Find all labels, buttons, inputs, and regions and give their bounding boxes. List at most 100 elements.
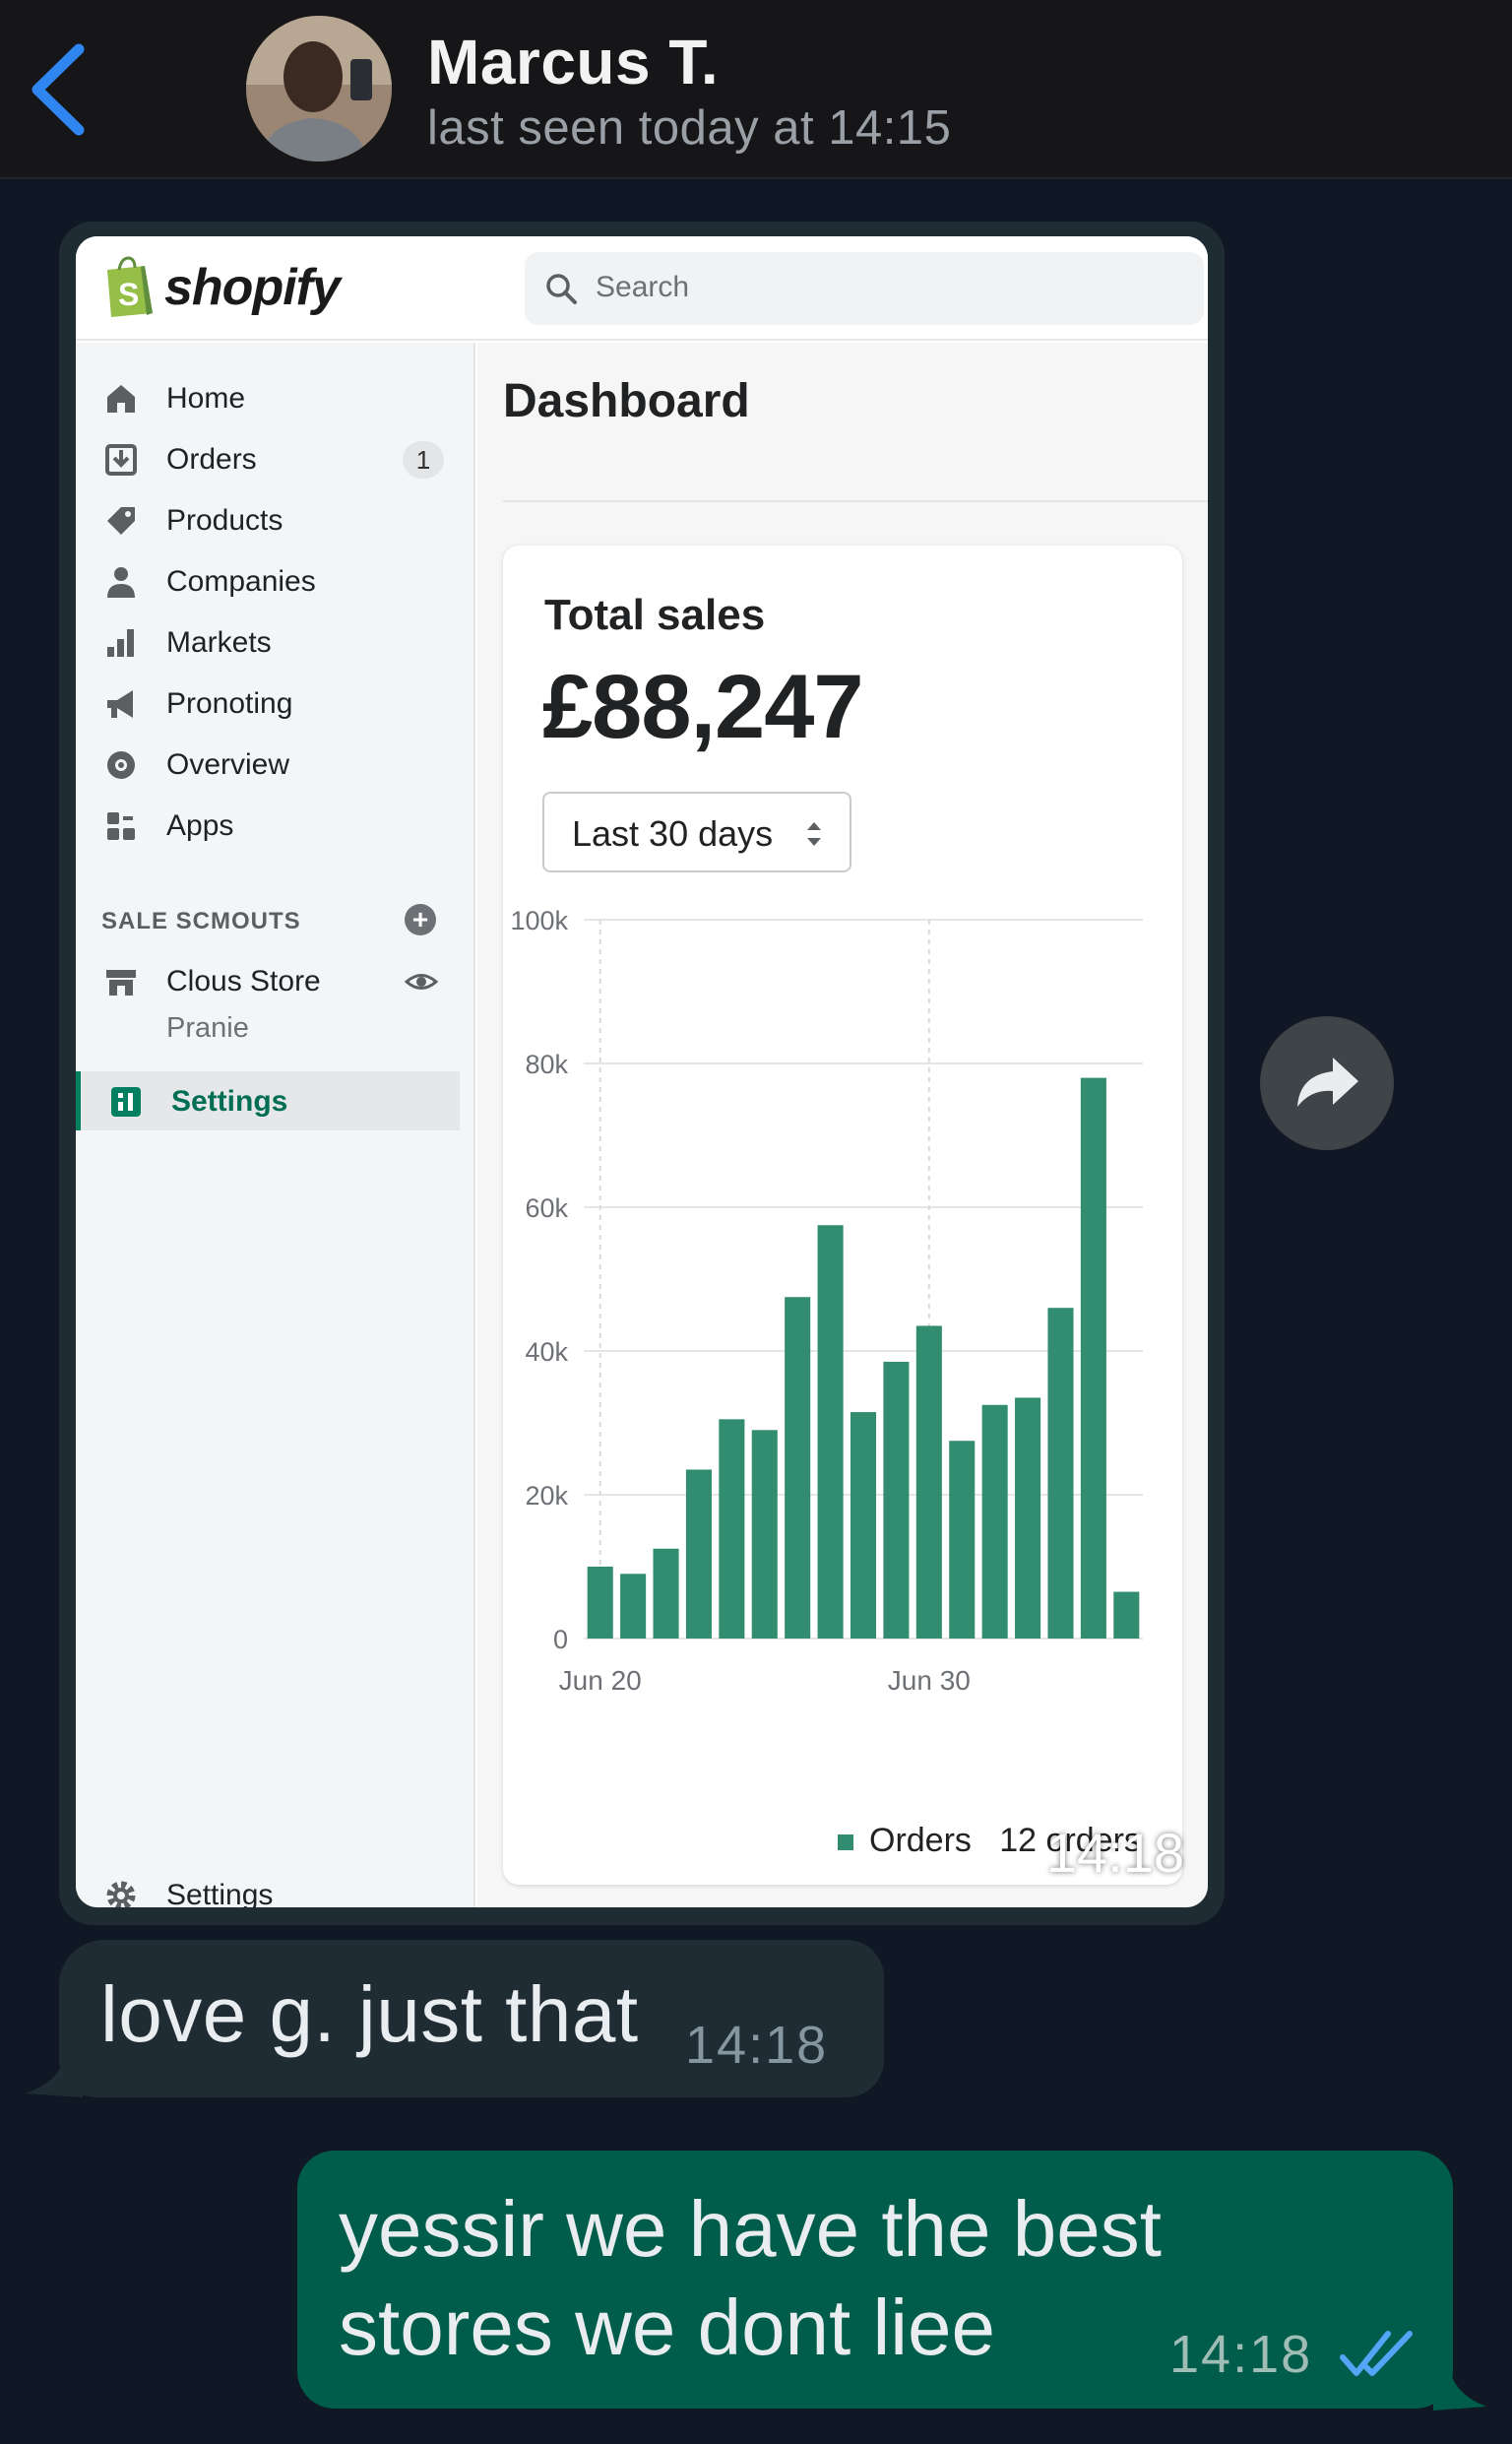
page-title: Dashboard: [503, 375, 750, 427]
x-tick-label: Jun 30: [888, 1665, 971, 1696]
y-tick-label: 0: [553, 1625, 568, 1654]
chart-bar[interactable]: [587, 1567, 613, 1639]
search-placeholder: Search: [596, 271, 690, 303]
incoming-message-text: love g. just that: [100, 1970, 639, 2058]
nav-label: Products: [166, 504, 284, 537]
outgoing-message-bubble[interactable]: yessir we have the best stores we dont l…: [297, 2151, 1453, 2409]
nav-item-markets[interactable]: Markets: [76, 612, 475, 672]
shopify-wordmark: shopify: [164, 259, 341, 316]
incoming-message-time: 14:18: [685, 2016, 829, 2075]
chart-bar[interactable]: [981, 1404, 1008, 1639]
nav-label: Orders: [166, 443, 257, 476]
y-tick-label: 80k: [525, 1050, 568, 1079]
chat-header: Marcus T. last seen today at 14:15: [0, 0, 1512, 179]
home-icon: [107, 385, 135, 413]
apps-icon: [107, 812, 135, 840]
gear-icon: [106, 1881, 136, 1907]
image-message-time: 14:18: [1045, 1822, 1184, 1884]
shopify-topbar: S shopify Search: [76, 236, 1208, 341]
legend-count: 12 orders: [999, 1822, 1141, 1859]
chart-bar[interactable]: [620, 1574, 647, 1639]
incoming-message-bubble[interactable]: love g. just that 14:18: [59, 1940, 884, 2097]
last-seen-status: last seen today at 14:15: [427, 101, 952, 155]
total-sales-value: £88,247: [542, 657, 864, 757]
nav-item-products[interactable]: Products: [76, 490, 475, 549]
orders-icon: [105, 444, 137, 476]
nav-label: Overview: [166, 748, 290, 781]
nav-label: Home: [166, 382, 246, 415]
outgoing-message-text: yessir we have the best stores we dont l…: [339, 2185, 1162, 2371]
outgoing-message-time: 14:18: [1169, 2325, 1313, 2384]
divider: [503, 500, 1208, 502]
bar-chart-icon: [107, 629, 134, 657]
nav-subitem[interactable]: Pranie: [166, 1012, 249, 1044]
nav-label: Settings: [171, 1085, 288, 1118]
nav-label: Settings: [166, 1879, 274, 1907]
eye-icon[interactable]: [405, 965, 438, 998]
add-channel-icon[interactable]: +: [405, 904, 436, 935]
gear-badge-icon: [107, 751, 135, 779]
svg-text:S: S: [118, 277, 139, 312]
chart-bar[interactable]: [685, 1469, 712, 1639]
chart-bar[interactable]: [1015, 1397, 1041, 1639]
date-range-select[interactable]: Last 30 days: [542, 792, 851, 872]
chevron-left-icon[interactable]: [26, 41, 94, 138]
chat-area: S shopify Search Home O: [0, 181, 1512, 2444]
search-icon: [546, 274, 577, 304]
total-sales-card: Total sales £88,247 Last 30 days 0 20k 40k…: [503, 546, 1182, 1885]
select-arrows-icon: [807, 822, 821, 846]
date-range-value: Last 30 days: [572, 813, 774, 854]
shopify-main: Dashboard Total sales £88,247 Last 30 da…: [477, 343, 1208, 1907]
nav-item-settings[interactable]: Settings: [76, 1865, 475, 1907]
nav-item-settings-active[interactable]: Settings: [76, 1071, 460, 1130]
nav-item-orders[interactable]: Orders 1: [76, 429, 475, 488]
nav-label: Apps: [166, 809, 234, 842]
chart-bar[interactable]: [817, 1225, 844, 1639]
nav-label: Clous Store: [166, 965, 321, 997]
contact-name[interactable]: Marcus T.: [427, 27, 720, 97]
y-tick-label: 60k: [525, 1193, 568, 1223]
chart-bar[interactable]: [883, 1361, 910, 1639]
y-tick-label: 40k: [525, 1337, 568, 1367]
chart-bar[interactable]: [1047, 1308, 1074, 1639]
nav-item-online-store[interactable]: Clous Store: [76, 951, 475, 1010]
shopify-screenshot[interactable]: S shopify Search Home O: [76, 236, 1208, 1907]
double-check-icon: [1340, 2331, 1413, 2376]
storefront-icon: [106, 970, 136, 996]
forward-arrow-icon: [1297, 1058, 1358, 1107]
person-icon: [107, 567, 135, 598]
chart-bar[interactable]: [653, 1548, 679, 1639]
nav-item-promoting[interactable]: Pronoting: [76, 674, 475, 733]
chart-bar[interactable]: [719, 1419, 745, 1639]
tag-icon: [107, 507, 135, 535]
megaphone-icon: [107, 690, 133, 718]
y-tick-label: 20k: [525, 1481, 568, 1511]
settings-app-icon: [111, 1087, 141, 1117]
nav-item-apps[interactable]: Apps: [76, 796, 475, 855]
nav-item-companies[interactable]: Companies: [76, 551, 475, 611]
image-message-bubble[interactable]: S shopify Search Home O: [59, 222, 1225, 1925]
nav-label: Markets: [166, 626, 272, 659]
chart-bar[interactable]: [949, 1441, 976, 1639]
y-tick-label: 100k: [510, 906, 568, 935]
avatar[interactable]: [246, 16, 392, 161]
chart-bar[interactable]: [785, 1297, 811, 1639]
shopify-search-bar[interactable]: Search: [525, 252, 1204, 325]
chart-bar[interactable]: [751, 1430, 778, 1639]
chart-bar[interactable]: [1080, 1077, 1106, 1639]
chart-bar[interactable]: [915, 1325, 942, 1639]
nav-item-overview[interactable]: Overview: [76, 735, 475, 794]
x-tick-label: Jun 20: [559, 1665, 642, 1696]
nav-label: Pronoting: [166, 687, 293, 720]
legend-swatch: [838, 1834, 853, 1851]
chart-bar[interactable]: [1113, 1591, 1140, 1639]
forward-button[interactable]: [1260, 1016, 1394, 1150]
card-title: Total sales: [544, 591, 766, 639]
chart-bar[interactable]: [850, 1412, 877, 1639]
chart-legend: Orders 12 orders: [838, 1822, 1141, 1860]
shopify-bag-icon: S: [107, 256, 153, 317]
nav-item-home[interactable]: Home: [76, 368, 475, 427]
sales-channels-heading: SALE SCMOUTS: [101, 908, 301, 934]
shopify-sidebar: Home Orders 1 Products Companies M: [76, 343, 475, 1907]
sales-bar-chart: 0 20k 40k 60k 80k 100k Jun 20 Jun 30: [510, 906, 1143, 1696]
